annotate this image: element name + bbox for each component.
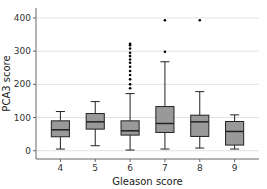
whisker-low [95, 129, 96, 146]
cap-high [230, 114, 239, 115]
box [156, 107, 174, 133]
y-tick [33, 84, 36, 85]
flier [129, 47, 132, 50]
x-tick [199, 159, 200, 162]
flier [129, 65, 132, 68]
median [226, 131, 244, 133]
cap-high [160, 61, 169, 62]
cap-low [126, 150, 135, 151]
x-axis-label: Gleason score [112, 176, 183, 187]
flier [129, 55, 132, 58]
y-tick-label: 400 [14, 13, 31, 23]
flier [129, 87, 132, 90]
x-tick [60, 159, 61, 162]
flier [129, 58, 132, 61]
box [191, 115, 209, 136]
boxes [51, 19, 243, 150]
median [156, 123, 174, 125]
whisker-high [60, 112, 61, 121]
flier [129, 78, 132, 81]
whisker-high [164, 62, 165, 107]
chart: 0 100 200 300 400 4 5 6 7 8 9 Gleason score PCA3 sco… [0, 0, 267, 189]
y-tick-label: 200 [14, 79, 31, 89]
x-axis-line [36, 159, 259, 160]
whisker-low [60, 137, 61, 149]
y-tick-label: 0 [25, 146, 31, 156]
y-tick [33, 51, 36, 52]
median [86, 121, 104, 123]
cap-high [56, 111, 65, 112]
cap-high [126, 93, 135, 94]
box [51, 121, 69, 137]
flier [164, 51, 167, 54]
flier [129, 83, 132, 86]
median [191, 121, 209, 123]
whisker-low [164, 132, 165, 149]
y-axis-line [36, 8, 37, 159]
x-tick [234, 159, 235, 162]
cap-low [230, 149, 239, 150]
flier [129, 74, 132, 77]
whisker-low [130, 135, 131, 150]
x-tick-label: 9 [232, 163, 238, 173]
y-tick-label: 100 [14, 113, 31, 123]
grid-line [36, 84, 259, 85]
cap-low [160, 149, 169, 150]
x-tick-label: 5 [92, 163, 98, 173]
y-tick [33, 17, 36, 18]
grid-line [36, 150, 259, 151]
median [121, 130, 139, 132]
cap-low [56, 149, 65, 150]
box [86, 114, 104, 130]
whisker-high [199, 92, 200, 116]
y-tick [33, 150, 36, 151]
flier [164, 19, 167, 22]
flier [198, 19, 201, 22]
flier [129, 52, 132, 55]
x-tick-label: 7 [162, 163, 168, 173]
whisker-high [130, 94, 131, 121]
x-tick-label: 6 [127, 163, 133, 173]
y-tick-label: 300 [14, 46, 31, 56]
grid-line [36, 117, 259, 118]
box [121, 121, 139, 135]
whisker-high [234, 115, 235, 122]
x-tick-label: 4 [58, 163, 64, 173]
x-tick-label: 8 [197, 163, 203, 173]
cap-high [195, 91, 204, 92]
y-tick [33, 117, 36, 118]
flier [129, 70, 132, 73]
whisker-low [234, 145, 235, 149]
cap-low [195, 148, 204, 149]
x-tick [164, 159, 165, 162]
grid-line [36, 51, 259, 52]
grid-line [36, 17, 259, 18]
whisker-high [95, 102, 96, 114]
x-tick [130, 159, 131, 162]
x-tick [95, 159, 96, 162]
cap-low [91, 145, 100, 146]
whisker-low [199, 136, 200, 148]
flier [129, 61, 132, 64]
median [51, 129, 69, 131]
y-axis-label: PCA3 score [1, 55, 12, 111]
cap-high [91, 101, 100, 102]
box [226, 121, 244, 145]
flier [129, 43, 132, 46]
